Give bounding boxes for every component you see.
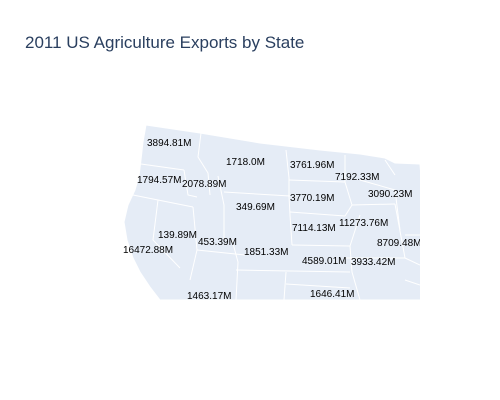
state-value-label: 7192.33M [335, 172, 380, 183]
state-value-label: 3770.19M [290, 193, 335, 204]
state-value-label: 1646.41M [310, 289, 355, 300]
state-value-label: 11273.76M [339, 218, 389, 229]
us-landmass [123, 124, 420, 300]
state-value-label: 139.89M [158, 230, 197, 241]
state-value-label: 349.69M [236, 202, 275, 213]
state-borders [132, 132, 420, 300]
state-value-label: 453.39M [198, 237, 237, 248]
state-value-label: 1851.33M [244, 247, 289, 258]
map-labels: 3894.81M 1718.0M 3761.96M 7192.33M 1794.… [123, 138, 420, 300]
state-value-label: 3933.42M [351, 257, 396, 268]
state-value-label: 3894.81M [147, 138, 192, 149]
state-value-label: 16472.88M [123, 245, 174, 256]
state-value-label: 1794.57M [137, 175, 182, 186]
state-value-label: 3090.23M [368, 189, 413, 200]
state-value-label: 4589.01M [302, 256, 347, 267]
state-value-label: 2078.89M [182, 179, 227, 190]
chart-title: 2011 US Agriculture Exports by State [25, 33, 305, 52]
state-value-label: 7114.13M [292, 223, 336, 234]
state-value-label: 1718.0M [226, 157, 265, 168]
state-value-label: 3761.96M [290, 160, 335, 171]
state-value-label: 8709.48M [377, 238, 420, 249]
state-value-label: 1463.17M [187, 291, 232, 300]
